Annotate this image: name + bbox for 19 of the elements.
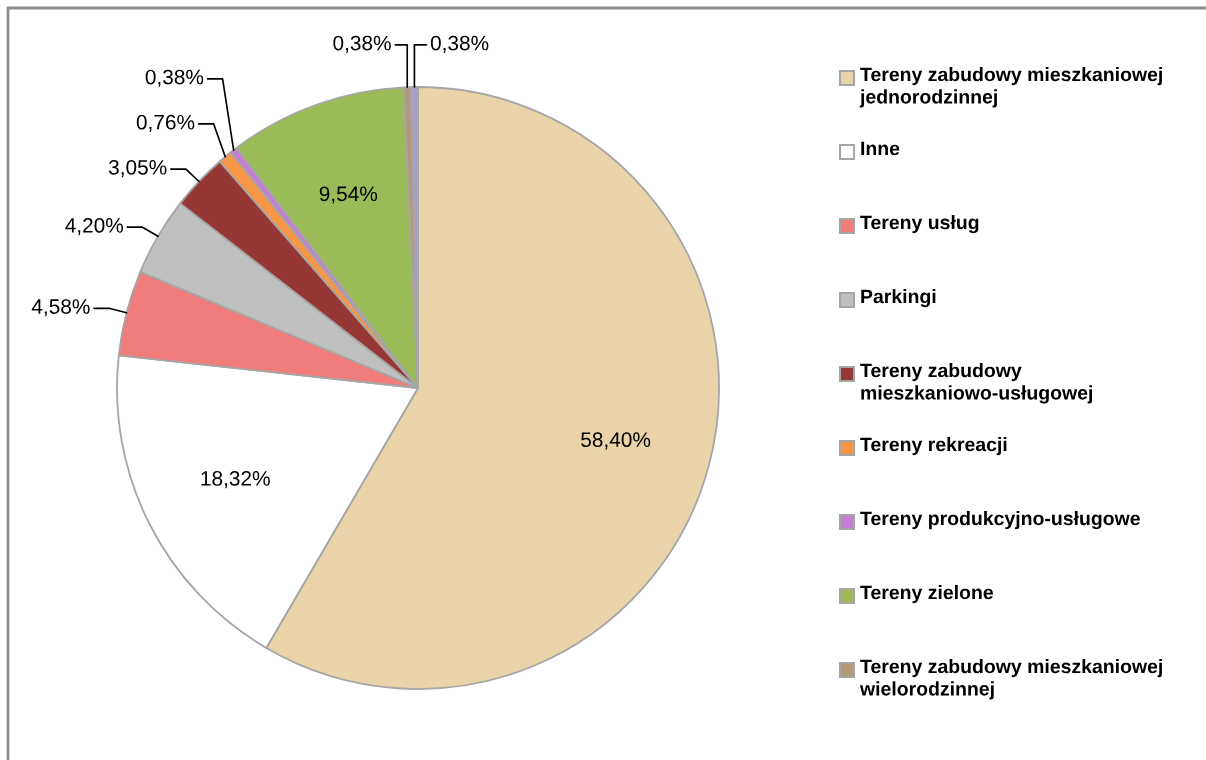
data-label: 0,38% — [145, 69, 204, 87]
data-label: 0,38% — [430, 35, 489, 53]
data-label: 4,58% — [31, 299, 90, 317]
legend-label: Tereny produkcyjno-usługowe — [860, 511, 1140, 530]
legend-label: Inne — [861, 141, 900, 156]
data-label: 0,38% — [333, 35, 391, 53]
data-label: 0,76% — [136, 114, 195, 132]
data-label: 3,05% — [108, 159, 167, 178]
legend-label: Tereny zielone — [860, 585, 993, 604]
legend-label: Tereny usług — [860, 215, 979, 234]
legend-label: Tereny rekreacji — [860, 437, 1007, 456]
legend-label: Tereny zabudowy mieszkaniowo-usługowej — [860, 363, 1092, 404]
data-label: 58,40% — [581, 432, 651, 450]
legend-label: Tereny zabudowy mieszkaniowej jednorodzinnej — [859, 67, 1162, 108]
data-label: 4,20% — [65, 218, 124, 236]
legend-label: Tereny zabudowy mieszkaniowej wielorodzinnej — [859, 659, 1162, 700]
data-label: 18,32% — [201, 471, 270, 489]
legend-label: Parkingi — [861, 289, 936, 308]
data-label: 9,54% — [319, 186, 378, 204]
